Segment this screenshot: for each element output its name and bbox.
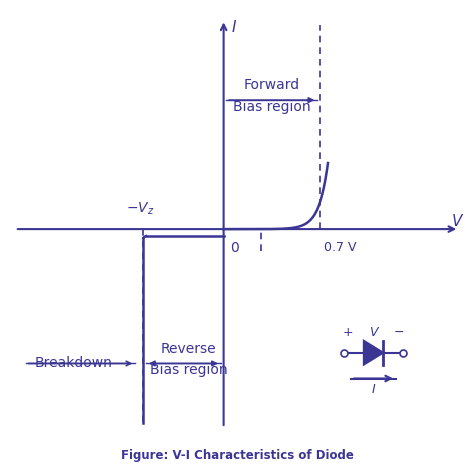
- Text: +: +: [343, 326, 353, 339]
- Text: V: V: [451, 213, 462, 228]
- Text: I: I: [372, 383, 375, 396]
- Text: −: −: [394, 326, 404, 339]
- Text: 0: 0: [230, 241, 239, 255]
- Text: $-V_z$: $-V_z$: [127, 201, 155, 217]
- Text: V: V: [369, 326, 378, 339]
- Text: Forward: Forward: [244, 78, 300, 92]
- Text: Figure: V-I Characteristics of Diode: Figure: V-I Characteristics of Diode: [120, 448, 354, 462]
- Text: Bias region: Bias region: [150, 363, 228, 377]
- Text: Breakdown: Breakdown: [35, 357, 113, 371]
- Polygon shape: [364, 341, 383, 365]
- Text: I: I: [232, 19, 236, 34]
- Text: Reverse: Reverse: [161, 341, 217, 356]
- Text: Bias region: Bias region: [233, 100, 310, 114]
- Text: 0.7 V: 0.7 V: [324, 241, 357, 254]
